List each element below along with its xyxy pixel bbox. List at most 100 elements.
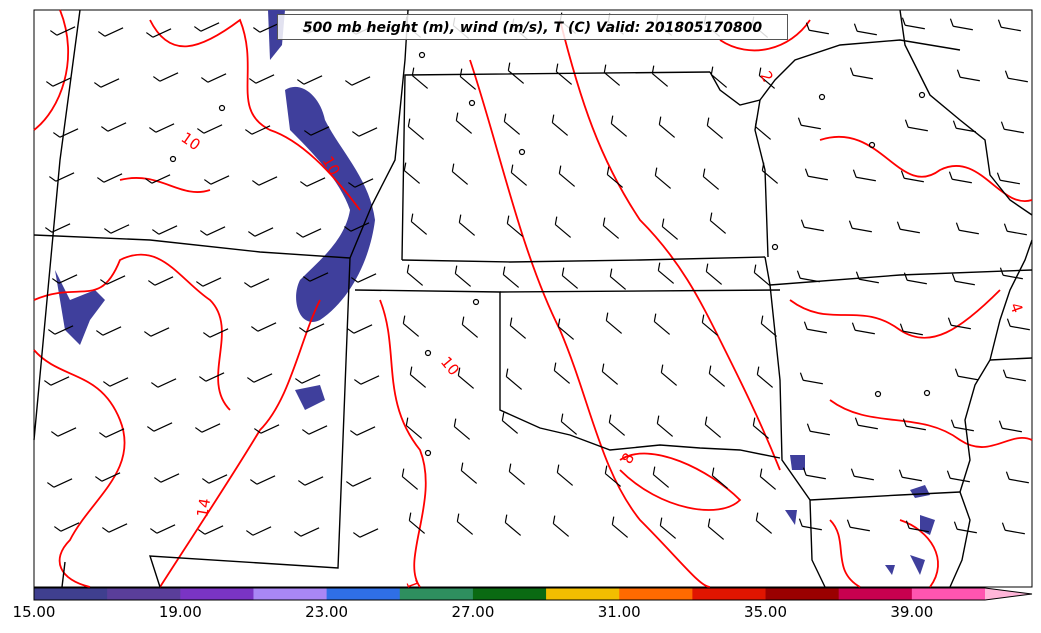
contour-label: 14 xyxy=(193,497,214,519)
wind-speed-region xyxy=(790,455,805,470)
wind-barb xyxy=(48,325,74,335)
wind-barb xyxy=(405,417,423,439)
wind-barb xyxy=(905,520,929,533)
wind-barb xyxy=(303,272,329,282)
temperature-contour xyxy=(119,177,211,193)
wind-barb xyxy=(702,168,720,190)
wind-barb xyxy=(803,321,827,334)
wind-barb xyxy=(351,273,377,283)
wind-barb xyxy=(998,420,1022,433)
colorbar-tick-label: 23.00 xyxy=(305,603,349,621)
wind-barb xyxy=(551,114,569,136)
wind-barb xyxy=(459,68,477,90)
wind-barb xyxy=(254,424,280,434)
wind-barb xyxy=(900,170,924,183)
calm-wind-marker xyxy=(472,298,480,306)
wind-barb xyxy=(659,517,677,539)
colorbar-segment xyxy=(399,588,474,600)
wind-barb xyxy=(602,217,620,239)
wind-barb xyxy=(350,426,376,436)
wind-barb xyxy=(94,78,120,88)
calm-wind-marker xyxy=(418,51,426,59)
wind-barb xyxy=(1006,318,1030,331)
wind-barb xyxy=(947,317,971,330)
wind-barb xyxy=(1004,70,1028,83)
wind-barb xyxy=(652,466,670,488)
wind-barb xyxy=(555,63,573,85)
wind-barb xyxy=(658,116,676,138)
wind-barb xyxy=(298,476,324,486)
wind-barb xyxy=(608,414,626,436)
wind-barb xyxy=(201,73,227,83)
wind-barb xyxy=(603,64,621,86)
wind-barb xyxy=(244,278,270,288)
state-boundary xyxy=(769,269,1033,286)
wind-barb xyxy=(457,367,475,389)
wind-barb xyxy=(853,23,877,36)
wind-barb xyxy=(304,126,330,136)
wind-barb xyxy=(997,19,1021,32)
wind-speed-region xyxy=(920,515,935,535)
wind-barb xyxy=(46,77,72,87)
state-boundary xyxy=(754,99,769,258)
colorbar-tick-label: 39.00 xyxy=(890,603,934,621)
wind-barb xyxy=(461,316,479,338)
wind-barb xyxy=(300,177,326,187)
wind-barb xyxy=(295,374,321,384)
wind-barb xyxy=(850,468,874,481)
wind-barb xyxy=(153,72,179,82)
wind-barb xyxy=(103,377,129,387)
state-boundary xyxy=(899,9,1033,216)
wind-barb xyxy=(198,525,224,535)
calm-wind-marker xyxy=(424,349,432,357)
wind-barb xyxy=(249,74,275,84)
temperature-contour xyxy=(819,136,1033,203)
wind-barb xyxy=(458,214,476,236)
temperature-contour xyxy=(469,59,711,588)
wind-barb xyxy=(302,425,328,435)
wind-barb xyxy=(296,228,322,238)
wind-barb xyxy=(294,527,320,537)
wind-barb xyxy=(104,224,130,234)
wind-barb xyxy=(47,478,73,488)
wind-barb xyxy=(552,515,570,537)
calm-wind-marker xyxy=(468,99,476,107)
wind-barb xyxy=(706,117,724,139)
calm-wind-marker xyxy=(868,141,876,149)
wind-barb xyxy=(956,69,980,82)
wind-barb xyxy=(561,267,579,289)
state-boundary xyxy=(149,257,351,588)
wind-barb xyxy=(854,417,878,430)
wind-barb xyxy=(406,264,424,286)
state-boundary xyxy=(33,9,81,441)
wind-barb xyxy=(554,216,572,238)
wind-barbs xyxy=(44,12,1030,540)
wind-barb xyxy=(100,275,126,285)
wind-barb xyxy=(248,227,274,237)
wind-speed-region xyxy=(285,86,375,322)
wind-barb xyxy=(506,215,524,237)
wind-barb xyxy=(197,124,223,134)
wind-barb xyxy=(951,273,975,286)
wind-barb xyxy=(455,112,473,134)
wind-barb xyxy=(855,271,879,284)
wind-barb xyxy=(758,67,776,89)
map-frame xyxy=(33,9,1033,588)
wind-barb xyxy=(660,364,678,386)
wind-barb xyxy=(950,419,974,432)
wind-barb xyxy=(705,263,723,285)
wind-barb xyxy=(805,22,829,35)
wind-barb xyxy=(1003,223,1027,236)
wind-barb xyxy=(954,368,978,381)
colorbar-segment xyxy=(619,588,693,600)
temperature-contour xyxy=(829,519,861,588)
wind-barb xyxy=(146,28,172,38)
wind-barb xyxy=(708,365,726,387)
wind-barb xyxy=(704,416,722,438)
wind-barb xyxy=(507,62,525,84)
wind-barb xyxy=(453,418,471,440)
calm-wind-marker xyxy=(771,243,779,251)
colorbar-segment xyxy=(472,588,547,600)
wind-barb xyxy=(848,220,872,233)
temperature-contour xyxy=(719,19,811,52)
